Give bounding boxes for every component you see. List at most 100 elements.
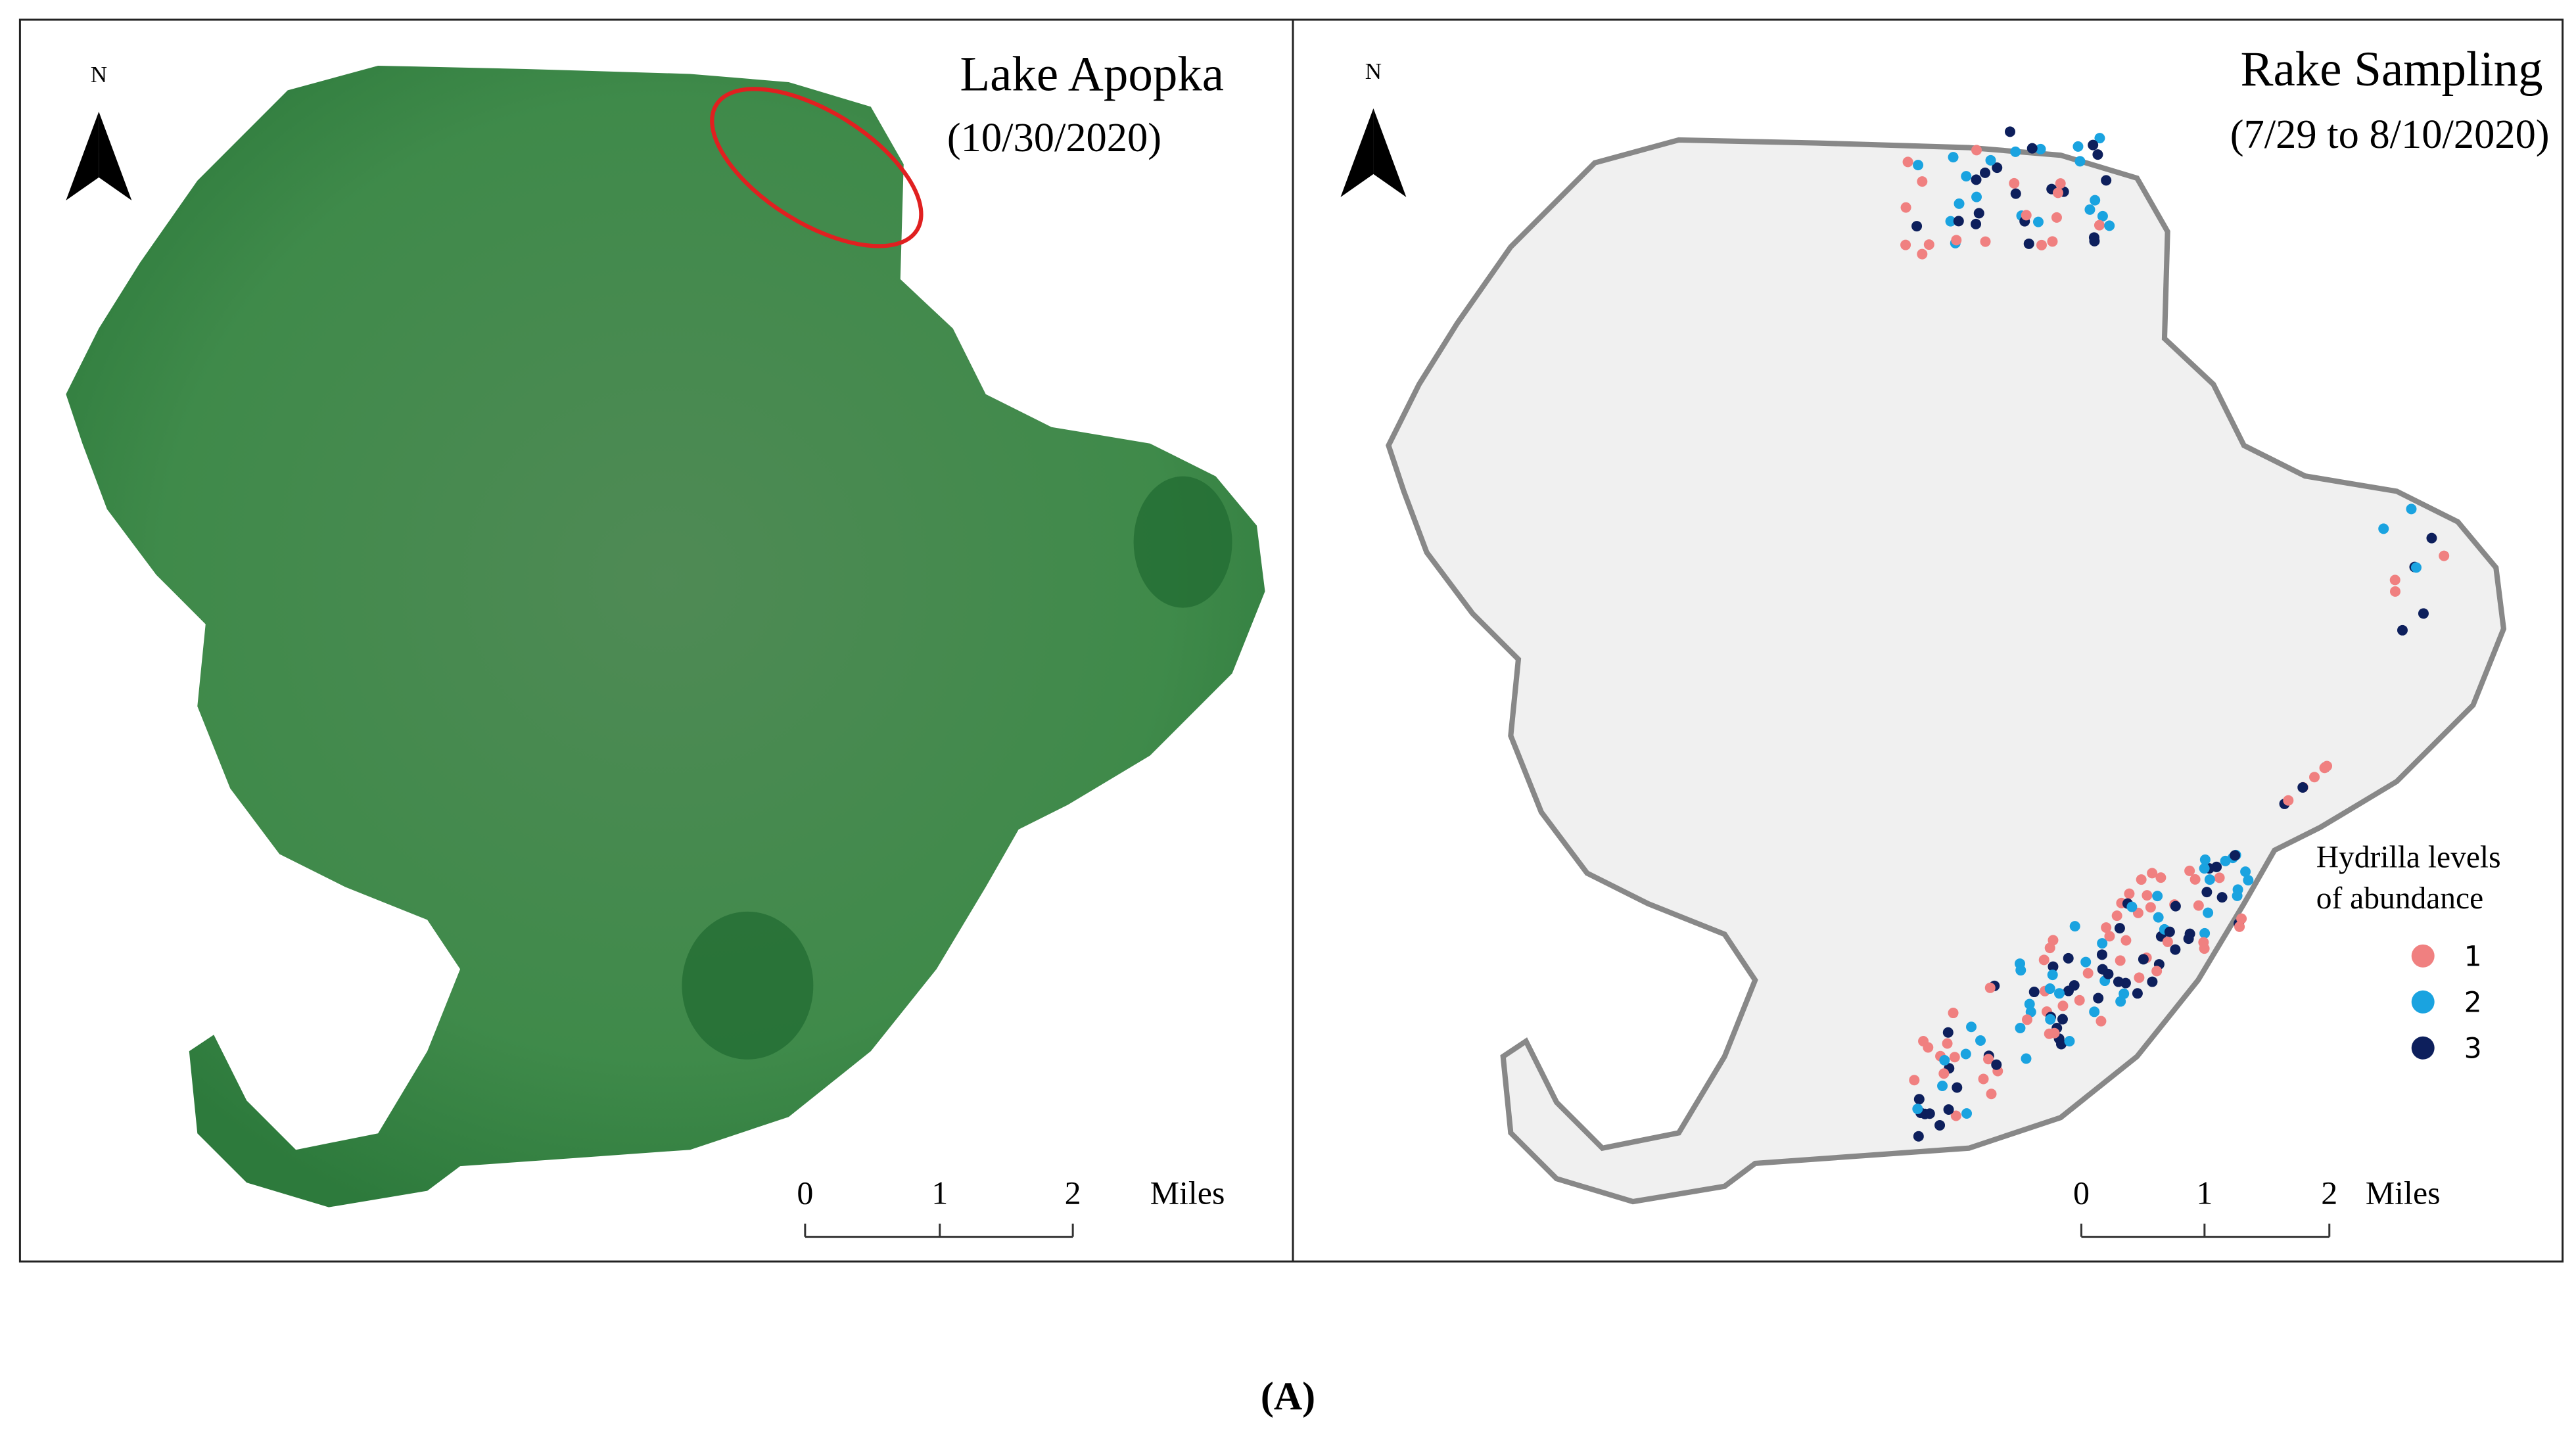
sample-point xyxy=(1938,1068,1950,1079)
sample-point xyxy=(2038,954,2049,966)
sample-point xyxy=(1937,1080,1948,1091)
sample-point xyxy=(2049,1027,2060,1039)
sample-point xyxy=(2104,931,2115,942)
sample-point xyxy=(2190,874,2201,885)
sample-point xyxy=(1991,1059,2002,1070)
sample-point xyxy=(1961,1108,1973,1119)
scale-label: 2 xyxy=(1065,1175,1081,1211)
sample-points xyxy=(1900,126,2450,1142)
sample-point xyxy=(2092,149,2103,160)
scale-label: 2 xyxy=(2321,1175,2337,1211)
sample-point xyxy=(1985,154,1996,166)
sample-point xyxy=(1948,152,1959,163)
panel-subtitle: (10/30/2020) xyxy=(947,114,1161,160)
sample-point xyxy=(2283,795,2294,806)
sample-point xyxy=(2073,141,2084,152)
sample-point xyxy=(2243,875,2254,886)
sample-point xyxy=(1971,174,1982,185)
sample-point xyxy=(2214,872,2225,883)
sample-point xyxy=(2010,188,2021,199)
sample-point xyxy=(2088,232,2099,243)
sample-point xyxy=(1939,1055,1950,1066)
scale-unit: Miles xyxy=(1150,1175,1225,1211)
sample-point xyxy=(2134,972,2145,983)
sample-point xyxy=(2170,944,2181,955)
sample-point xyxy=(2111,910,2122,922)
sample-point xyxy=(2162,936,2173,947)
sample-point xyxy=(1971,191,1982,202)
sample-point xyxy=(2036,239,2047,250)
sample-point xyxy=(2406,504,2417,515)
sample-point xyxy=(2153,912,2164,923)
sample-point xyxy=(2199,854,2211,865)
sample-point xyxy=(2021,210,2032,221)
sample-point xyxy=(1952,1082,1963,1093)
sample-point xyxy=(2164,926,2175,937)
sample-point xyxy=(1951,235,1962,246)
sample-point xyxy=(2045,1014,2056,1025)
sample-point xyxy=(2035,143,2046,154)
sample-point xyxy=(2015,1023,2026,1034)
sample-point xyxy=(2004,126,2015,137)
sample-point xyxy=(1913,160,1924,171)
sample-point xyxy=(2104,220,2115,231)
sample-point xyxy=(2426,532,2437,544)
sample-point xyxy=(1942,1027,1954,1038)
sample-point xyxy=(1961,171,1972,182)
sample-point xyxy=(2142,890,2153,901)
sample-point xyxy=(2093,993,2104,1004)
panel-title: Rake Sampling xyxy=(2241,42,2543,97)
sample-point xyxy=(2097,210,2108,222)
scale-label: 1 xyxy=(2196,1175,2213,1211)
sample-point xyxy=(2094,220,2105,231)
sample-point xyxy=(1913,1131,1924,1142)
sample-point xyxy=(2069,921,2080,932)
sample-point xyxy=(1971,218,1982,229)
sample-point xyxy=(2028,987,2040,998)
sample-point xyxy=(1909,1075,1920,1086)
sample-point xyxy=(2063,952,2074,964)
sample-point xyxy=(2204,874,2215,885)
legend-label: 1 xyxy=(2464,941,2482,973)
sample-point xyxy=(1986,1089,1997,1100)
sample-point xyxy=(2184,865,2195,876)
sample-point xyxy=(2114,923,2125,934)
sample-point xyxy=(2115,955,2126,966)
sample-point xyxy=(2236,913,2247,924)
sample-point xyxy=(2145,902,2156,913)
sample-point xyxy=(2147,868,2158,879)
sample-point xyxy=(2096,1016,2107,1027)
dark-vegetation xyxy=(1133,476,1232,608)
sample-point xyxy=(1911,221,1923,232)
sample-point xyxy=(1975,1035,1986,1046)
sample-point xyxy=(1978,1073,1989,1085)
highlight-ellipse xyxy=(710,87,924,248)
sample-point xyxy=(2297,782,2308,793)
sample-point xyxy=(2309,772,2320,783)
sample-point xyxy=(2082,968,2094,979)
north-arrow xyxy=(1373,108,1407,197)
sample-point xyxy=(2389,586,2400,597)
sample-point xyxy=(2074,995,2085,1006)
sample-point xyxy=(1971,145,1982,156)
legend-swatch xyxy=(2411,990,2435,1014)
sample-point xyxy=(2055,178,2066,189)
dark-vegetation xyxy=(682,911,814,1060)
sample-point xyxy=(2021,1053,2032,1064)
sample-point xyxy=(1992,162,2003,174)
sample-point xyxy=(2198,937,2209,948)
sample-point xyxy=(2069,980,2080,991)
sample-point xyxy=(2199,863,2210,874)
sample-point xyxy=(2170,901,2181,912)
sample-point xyxy=(2089,1006,2100,1018)
sample-point xyxy=(1912,1103,1923,1114)
sample-point xyxy=(2053,988,2065,999)
scale-label: 1 xyxy=(931,1175,948,1211)
sample-point xyxy=(2023,238,2034,249)
sample-point xyxy=(1934,1119,1946,1131)
north-arrow xyxy=(99,111,132,200)
legend-swatch xyxy=(2411,944,2435,968)
sample-point xyxy=(2155,872,2166,883)
sample-point xyxy=(2397,624,2408,636)
